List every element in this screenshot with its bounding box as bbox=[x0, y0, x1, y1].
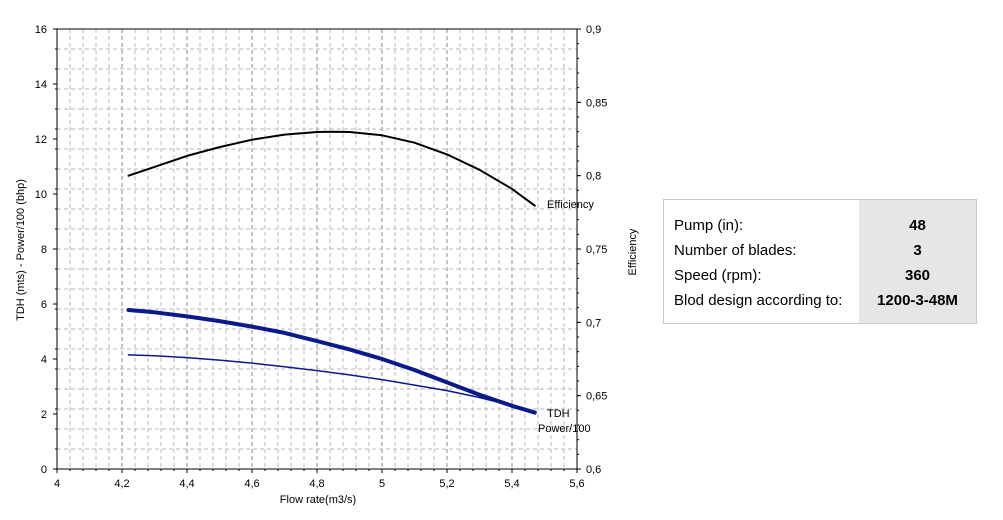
info-value-speed: 360 bbox=[904, 267, 931, 284]
power-line bbox=[127, 354, 536, 414]
info-label-design: Blod design according to: bbox=[674, 292, 843, 309]
y-tick-label: 6 bbox=[41, 299, 47, 311]
y-tick-label: 2 bbox=[41, 409, 47, 421]
y-tick-label: 8 bbox=[41, 244, 47, 256]
y-tick-label: 12 bbox=[35, 134, 47, 146]
y2-tick-label: 0,75 bbox=[586, 244, 607, 256]
series bbox=[126, 130, 537, 415]
x-tick-label: 4,2 bbox=[114, 478, 129, 490]
pump-info-panel: Pump (in): Number of blades: Speed (rpm)… bbox=[663, 199, 977, 324]
x-tick-label: 5,4 bbox=[504, 478, 519, 490]
y2-tick-label: 0,8 bbox=[586, 171, 601, 183]
x-tick-label: 4,8 bbox=[309, 478, 324, 490]
x-tick-label: 4,6 bbox=[244, 478, 259, 490]
y-tick-label: 0 bbox=[41, 464, 47, 476]
info-label-blades: Number of blades: bbox=[674, 242, 797, 259]
info-label-speed: Speed (rpm): bbox=[674, 267, 762, 284]
y-tick-label: 16 bbox=[35, 24, 47, 36]
y2-axis-title: Efficiency bbox=[627, 228, 639, 275]
label-efficiency: Efficiency bbox=[547, 199, 594, 211]
x-tick-label: 4 bbox=[54, 478, 60, 490]
x-axis-title: Flow rate(m3/s) bbox=[280, 494, 356, 506]
x-tick-label: 5,2 bbox=[439, 478, 454, 490]
x-tick-label: 5 bbox=[379, 478, 385, 490]
label-power: Power/100 bbox=[538, 423, 591, 435]
efficiency-line bbox=[127, 130, 536, 207]
y-axis-title: TDH (mts) - Power/100 (bhp) bbox=[15, 179, 27, 321]
info-value-pump: 48 bbox=[909, 217, 926, 234]
info-value-design: 1200-3-48M bbox=[877, 292, 958, 309]
label-tdh: TDH bbox=[547, 408, 570, 420]
info-value-blades: 3 bbox=[913, 242, 922, 259]
y2-tick-label: 0,85 bbox=[586, 97, 607, 109]
info-labels-column: Pump (in): Number of blades: Speed (rpm)… bbox=[664, 200, 859, 323]
tdh-line bbox=[126, 308, 537, 415]
x-tick-label: 4,4 bbox=[179, 478, 194, 490]
info-values-column: 48 3 360 1200-3-48M bbox=[859, 200, 976, 323]
y-tick-label: 14 bbox=[35, 79, 47, 91]
y-tick-label: 10 bbox=[35, 189, 47, 201]
grid bbox=[57, 29, 577, 469]
pump-curve-chart: 4 4,2 4,4 4,6 4,8 5 5,2 5,4 5,6 0 2 4 6 8 10 12 14 16 0,6 0… bbox=[15, 24, 639, 506]
x-tick-label: 5,6 bbox=[569, 478, 584, 490]
y-tick-label: 4 bbox=[41, 354, 47, 366]
axis-ticks: 4 4,2 4,4 4,6 4,8 5 5,2 5,4 5,6 0 2 4 6 8 10 12 14 16 0,6 0… bbox=[35, 24, 608, 490]
y2-tick-label: 0,9 bbox=[586, 24, 601, 36]
info-label-pump: Pump (in): bbox=[674, 217, 744, 234]
y2-tick-label: 0,6 bbox=[586, 464, 601, 476]
y2-tick-label: 0,65 bbox=[586, 391, 607, 403]
y2-tick-label: 0,7 bbox=[586, 317, 601, 329]
